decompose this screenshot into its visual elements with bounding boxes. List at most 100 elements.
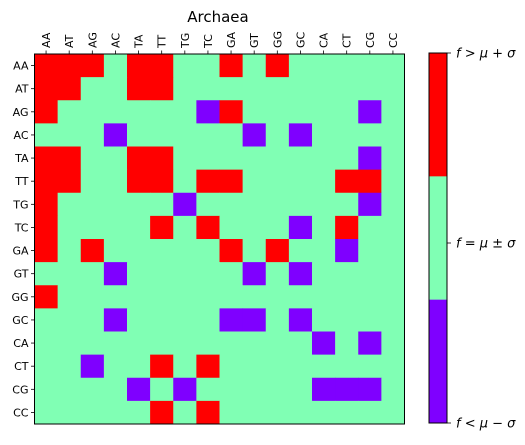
colorbar: f < μ − σ f = μ ± σ f > μ + σ	[428, 47, 516, 432]
plot-frame	[34, 53, 405, 425]
heatmap-cell	[242, 377, 267, 402]
heatmap-cell	[335, 54, 359, 78]
heatmap-cell	[34, 354, 59, 379]
x-tick-label: AG	[86, 32, 99, 48]
heatmap-cell	[196, 100, 220, 124]
heatmap-cell	[265, 100, 290, 124]
heatmap-cell	[57, 77, 82, 101]
heatmap-cell	[265, 54, 290, 78]
heatmap-cell	[312, 285, 336, 309]
heatmap-cell	[335, 169, 359, 194]
heatmap-cell	[173, 262, 197, 286]
heatmap-cell	[57, 123, 82, 147]
heatmap-cell	[173, 215, 197, 240]
heatmap-cell	[358, 400, 382, 425]
heatmap-cell	[335, 123, 359, 147]
heatmap-cell	[265, 239, 290, 263]
heatmap-cell	[150, 377, 174, 402]
heatmap-cell	[381, 262, 405, 286]
colorbar-segment	[429, 299, 447, 424]
heatmap-cell	[80, 239, 105, 263]
chart-title: Archaea	[187, 8, 248, 26]
heatmap-cell	[219, 169, 244, 194]
y-tick-label: TC	[14, 221, 29, 234]
heatmap-cell	[312, 262, 336, 286]
heatmap-cell	[80, 215, 105, 240]
heatmap-cell	[150, 262, 174, 286]
x-tick-label: TC	[202, 34, 215, 49]
heatmap-cell	[196, 400, 220, 425]
heatmap-cell	[288, 215, 313, 240]
heatmap-cell	[358, 331, 382, 356]
heatmap-cell	[127, 239, 151, 263]
heatmap-cell	[57, 100, 82, 124]
heatmap-cell	[312, 192, 336, 217]
heatmap-cell	[288, 146, 313, 171]
heatmap-cell	[265, 400, 290, 425]
heatmap-cell	[127, 377, 151, 402]
heatmap-cell	[103, 54, 128, 78]
heatmap-cell	[242, 331, 267, 356]
heatmap-cell	[150, 308, 174, 332]
heatmap-cell	[381, 239, 405, 263]
heatmap-cell	[34, 377, 59, 402]
heatmap-cell	[312, 308, 336, 332]
heatmap-cell	[80, 123, 105, 147]
heatmap-cell	[103, 100, 128, 124]
heatmap-cell	[57, 192, 82, 217]
heatmap-cell	[127, 308, 151, 332]
heatmap-cell	[80, 100, 105, 124]
heatmap-cell	[150, 215, 174, 240]
heatmap-cell	[103, 262, 128, 286]
heatmap-cell	[335, 215, 359, 240]
heatmap-cell	[173, 169, 197, 194]
heatmap-cell	[196, 215, 220, 240]
heatmap-cell	[242, 169, 267, 194]
colorbar-label: f < μ − σ	[456, 417, 516, 432]
heatmap-cell	[265, 377, 290, 402]
heatmap-cell	[34, 146, 59, 171]
heatmap-cell	[103, 308, 128, 332]
heatmap-cell	[265, 77, 290, 101]
heatmap-cell	[381, 331, 405, 356]
heatmap-cell	[242, 100, 267, 124]
heatmap-cell	[381, 169, 405, 194]
heatmap-cell	[34, 262, 59, 286]
colorbar-segment	[429, 176, 447, 301]
heatmap-cell	[358, 146, 382, 171]
heatmap-cell	[196, 239, 220, 263]
heatmap-cell	[219, 192, 244, 217]
heatmap-cell	[242, 262, 267, 286]
heatmap-cell	[288, 400, 313, 425]
heatmap-cell	[381, 77, 405, 101]
heatmap-cell	[312, 146, 336, 171]
heatmap-cell	[219, 377, 244, 402]
heatmap-cell	[150, 77, 174, 101]
heatmap-cell	[57, 262, 82, 286]
colorbar-label: f = μ ± σ	[456, 237, 516, 252]
y-tick-label: TT	[14, 175, 29, 188]
heatmap-cell	[335, 331, 359, 356]
x-tick-label: TA	[133, 34, 146, 49]
heatmap-cell	[103, 123, 128, 147]
heatmap-cell	[335, 354, 359, 379]
heatmap-cell	[265, 331, 290, 356]
heatmap-cell	[34, 54, 59, 78]
heatmap-cell	[173, 123, 197, 147]
heatmap-cell	[127, 354, 151, 379]
heatmap-cell	[381, 285, 405, 309]
heatmap-cell	[150, 146, 174, 171]
heatmap-cell	[80, 77, 105, 101]
heatmap-cell	[242, 54, 267, 78]
heatmap-cell	[103, 354, 128, 379]
heatmap-cell	[288, 285, 313, 309]
heatmap-cell	[381, 100, 405, 124]
y-tick-label: TA	[14, 152, 29, 165]
heatmap-cell	[127, 123, 151, 147]
heatmap-cell	[312, 215, 336, 240]
y-tick-labels: AA AT AG AC TA TT TG TC GA GT GG GC CA CT CG CC	[11, 60, 35, 419]
heatmap-cell	[103, 169, 128, 194]
y-tick-label: GA	[12, 245, 29, 258]
x-tick-label: GT	[248, 33, 261, 48]
